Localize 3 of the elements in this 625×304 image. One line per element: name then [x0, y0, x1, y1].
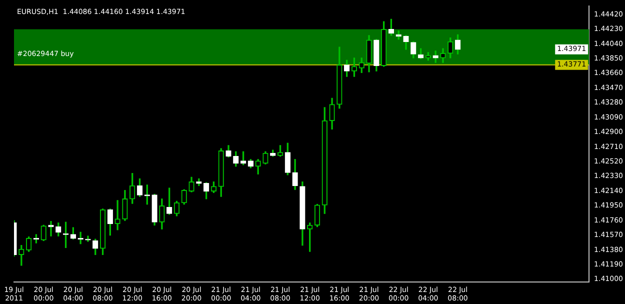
- candlestick: [48, 221, 54, 236]
- candlestick: [85, 236, 91, 242]
- candlestick: [114, 200, 120, 230]
